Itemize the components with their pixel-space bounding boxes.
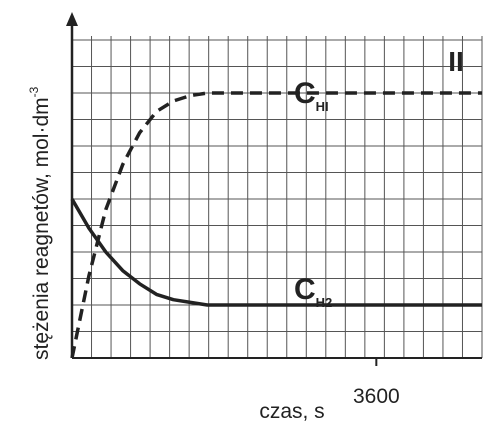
x-tick-label: 3600 xyxy=(353,385,400,408)
series-label-hi: CHI xyxy=(294,77,329,114)
y-axis-arrow xyxy=(66,12,78,26)
series-labels: CHI CH2 xyxy=(294,77,332,310)
x-axis-label: czas, s xyxy=(259,400,324,423)
series-line-hi xyxy=(70,91,482,359)
grid-lines xyxy=(72,36,483,358)
y-axis-label: stężenia reagnetów, mol·dm-3 xyxy=(27,86,53,360)
axes xyxy=(66,12,482,359)
series-label-h2: CH2 xyxy=(294,273,332,310)
series-layer xyxy=(70,91,482,359)
panel-label: II xyxy=(448,46,464,77)
x-tick-labels: 3600 xyxy=(353,358,400,408)
series-line-h2 xyxy=(70,198,482,307)
